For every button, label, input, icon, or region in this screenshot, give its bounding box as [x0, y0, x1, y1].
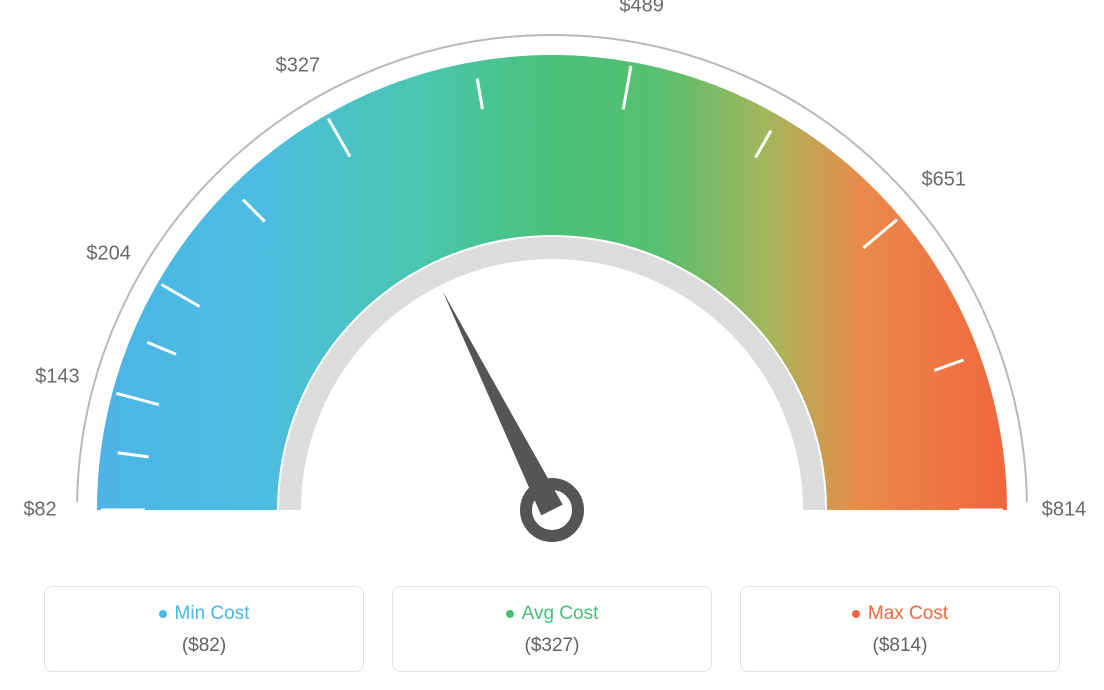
legend-value-max: ($814)	[751, 635, 1049, 657]
legend-value-min: ($82)	[55, 635, 353, 657]
legend-title-avg: Avg Cost	[506, 603, 599, 625]
legend-value-avg: ($327)	[403, 635, 701, 657]
legend-dot-max	[852, 610, 860, 618]
gauge-tick-label: $489	[619, 0, 664, 17]
gauge-area: $82 $143 $204 $327 $489 $651 $814	[0, 0, 1104, 560]
gauge-tick-label: $82	[23, 499, 56, 522]
legend-row: Min Cost ($82) Avg Cost ($327) Max Cost …	[0, 586, 1104, 672]
legend-card-min: Min Cost ($82)	[44, 586, 364, 672]
legend-dot-avg	[506, 610, 514, 618]
legend-card-max: Max Cost ($814)	[740, 586, 1060, 672]
legend-card-avg: Avg Cost ($327)	[392, 586, 712, 672]
gauge-svg	[0, 0, 1104, 560]
cost-gauge-widget: { "gauge": { "type": "gauge", "center_x"…	[0, 0, 1104, 690]
gauge-tick-label: $814	[1042, 499, 1087, 522]
legend-title-avg-label: Avg Cost	[522, 603, 599, 625]
gauge-color-arc	[97, 55, 1007, 510]
legend-title-min: Min Cost	[159, 603, 250, 625]
gauge-tick-label: $327	[276, 54, 321, 77]
legend-title-max: Max Cost	[852, 603, 948, 625]
legend-dot-min	[159, 610, 167, 618]
gauge-tick-label: $204	[86, 243, 131, 266]
legend-title-min-label: Min Cost	[175, 603, 250, 625]
gauge-tick-label: $143	[35, 366, 80, 389]
legend-title-max-label: Max Cost	[868, 603, 948, 625]
gauge-tick-label: $651	[921, 169, 966, 192]
